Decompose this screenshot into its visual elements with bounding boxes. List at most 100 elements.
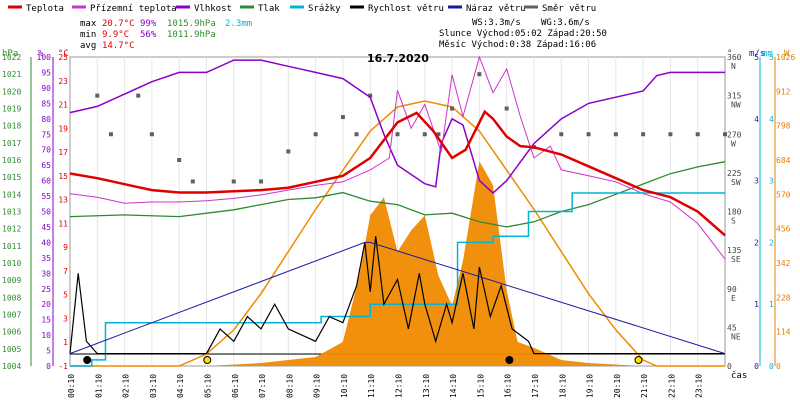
hpa-tick-label: 1007	[2, 311, 21, 320]
solar-theoretical-line	[70, 100, 725, 367]
temperature-line	[69, 109, 726, 237]
stats-hum: 99%	[140, 19, 157, 29]
hpa-tick-label: 1006	[2, 328, 21, 337]
pct-tick-label: 80	[41, 115, 51, 124]
stats-wg: WG:3.6m/s	[541, 18, 590, 28]
mm-tick-label: 1	[769, 300, 774, 309]
wind-gust-line	[69, 241, 726, 355]
pct-tick-label: 85	[41, 99, 51, 108]
sun-times: Slunce Východ:05:02 Západ:20:50	[439, 29, 607, 39]
dir-tick-label: 225	[727, 169, 742, 178]
pct-tick-label: 95	[41, 68, 51, 77]
time-tick-label: 06:10	[231, 374, 240, 398]
hpa-tick-label: 1012	[2, 225, 21, 234]
wind-direction-point	[695, 132, 700, 137]
mm-tick-label: 0	[769, 362, 774, 371]
dir-tick-label: 0	[727, 362, 732, 371]
c-tick-label: 21	[58, 101, 68, 110]
c-tick-label: 19	[58, 124, 68, 133]
ms-tick-label: 1	[754, 300, 759, 309]
ms-tick-label: 0	[754, 362, 759, 371]
w-tick-label: 912	[776, 87, 791, 96]
humidity-line	[69, 59, 725, 195]
dir-tick-name: NE	[731, 332, 741, 341]
wind-direction-point	[450, 106, 455, 111]
time-tick-label: 19:10	[586, 374, 595, 398]
dir-tick-label: 315	[727, 92, 742, 101]
dir-tick-name: N	[731, 62, 736, 71]
stats-temp: 9.9°C	[102, 30, 129, 40]
time-tick-label: 20:10	[613, 374, 622, 398]
wind-direction-point	[668, 132, 673, 137]
hpa-tick-label: 1013	[2, 208, 21, 217]
legend-label: Teplota	[26, 4, 64, 14]
time-tick-label: 03:10	[149, 374, 158, 398]
ms-tick-label: 4	[754, 115, 759, 124]
w-tick-label: 114	[776, 328, 791, 337]
hpa-tick-label: 1018	[2, 122, 21, 131]
legend-label: Srážky	[308, 4, 341, 14]
wind-direction-point	[149, 132, 154, 137]
moon-marker	[83, 356, 92, 364]
time-tick-label: 02:10	[122, 374, 131, 398]
pct-tick-label: 70	[41, 146, 51, 155]
wind-direction-point	[641, 132, 646, 137]
c-tick-label: -1	[58, 362, 68, 371]
hpa-tick-label: 1022	[2, 53, 21, 62]
hpa-tick-label: 1005	[2, 345, 21, 354]
w-tick-label: 1026	[776, 53, 795, 62]
stats-press: 1015.9hPa	[167, 19, 216, 29]
hpa-tick-label: 1008	[2, 293, 21, 302]
dir-tick-label: 360	[727, 53, 742, 62]
dir-tick-name: SE	[731, 255, 741, 264]
time-tick-label: 00:10	[67, 374, 76, 398]
time-tick-label: 12:10	[395, 374, 404, 398]
ground-temperature-line	[69, 55, 726, 260]
stats-label: min	[80, 30, 96, 40]
wind-direction-point	[313, 132, 318, 137]
ms-axis-label: m/s	[749, 49, 765, 59]
dir-tick-name: SW	[731, 178, 741, 187]
time-tick-label: 09:10	[313, 374, 322, 398]
hpa-tick-label: 1016	[2, 156, 21, 165]
pct-tick-label: 10	[41, 331, 51, 340]
pct-tick-label: 35	[41, 254, 51, 263]
stats-ws: WS:3.3m/s	[472, 18, 521, 28]
hpa-axis-label: hPa	[2, 49, 18, 59]
wind-direction-point	[613, 132, 618, 137]
wind-direction-point	[136, 93, 141, 98]
time-tick-label: 15:10	[476, 374, 485, 398]
time-axis-label: čas	[731, 370, 747, 381]
dir-tick-label: 135	[727, 246, 742, 255]
moon-times: Měsíc Východ:0:38 Západ:16:06	[439, 40, 596, 50]
wind-direction-point	[286, 149, 291, 154]
legend-label: Směr větru	[542, 4, 596, 14]
pct-tick-label: 100	[37, 53, 52, 62]
legend-label: Náraz větru	[466, 4, 526, 14]
hpa-tick-label: 1019	[2, 105, 21, 114]
c-axis-label: °C	[58, 49, 69, 59]
time-tick-label: 23:10	[695, 374, 704, 398]
pressure-line	[69, 161, 726, 228]
mm-axis-label: mm	[762, 49, 773, 59]
pct-tick-label: 25	[41, 285, 51, 294]
pct-tick-label: 20	[41, 300, 51, 309]
pct-tick-label: 65	[41, 161, 51, 170]
legend-label: Tlak	[258, 4, 280, 14]
c-tick-label: 3	[63, 314, 68, 323]
mm-tick-label: 5	[769, 53, 774, 62]
time-tick-label: 16:10	[504, 374, 513, 398]
stats-press: 1011.9hPa	[167, 30, 216, 40]
c-tick-label: 11	[58, 219, 68, 228]
c-tick-label: 9	[63, 243, 68, 252]
c-tick-label: 15	[58, 172, 68, 181]
stats-hum: 56%	[140, 30, 157, 40]
wind-direction-point	[422, 132, 427, 137]
wind-direction-point	[436, 132, 441, 137]
c-tick-label: 5	[63, 291, 68, 300]
hpa-tick-label: 1021	[2, 70, 21, 79]
pct-axis-label: %	[38, 49, 44, 59]
w-tick-label: 342	[776, 259, 791, 268]
wind-direction-point	[340, 115, 345, 120]
